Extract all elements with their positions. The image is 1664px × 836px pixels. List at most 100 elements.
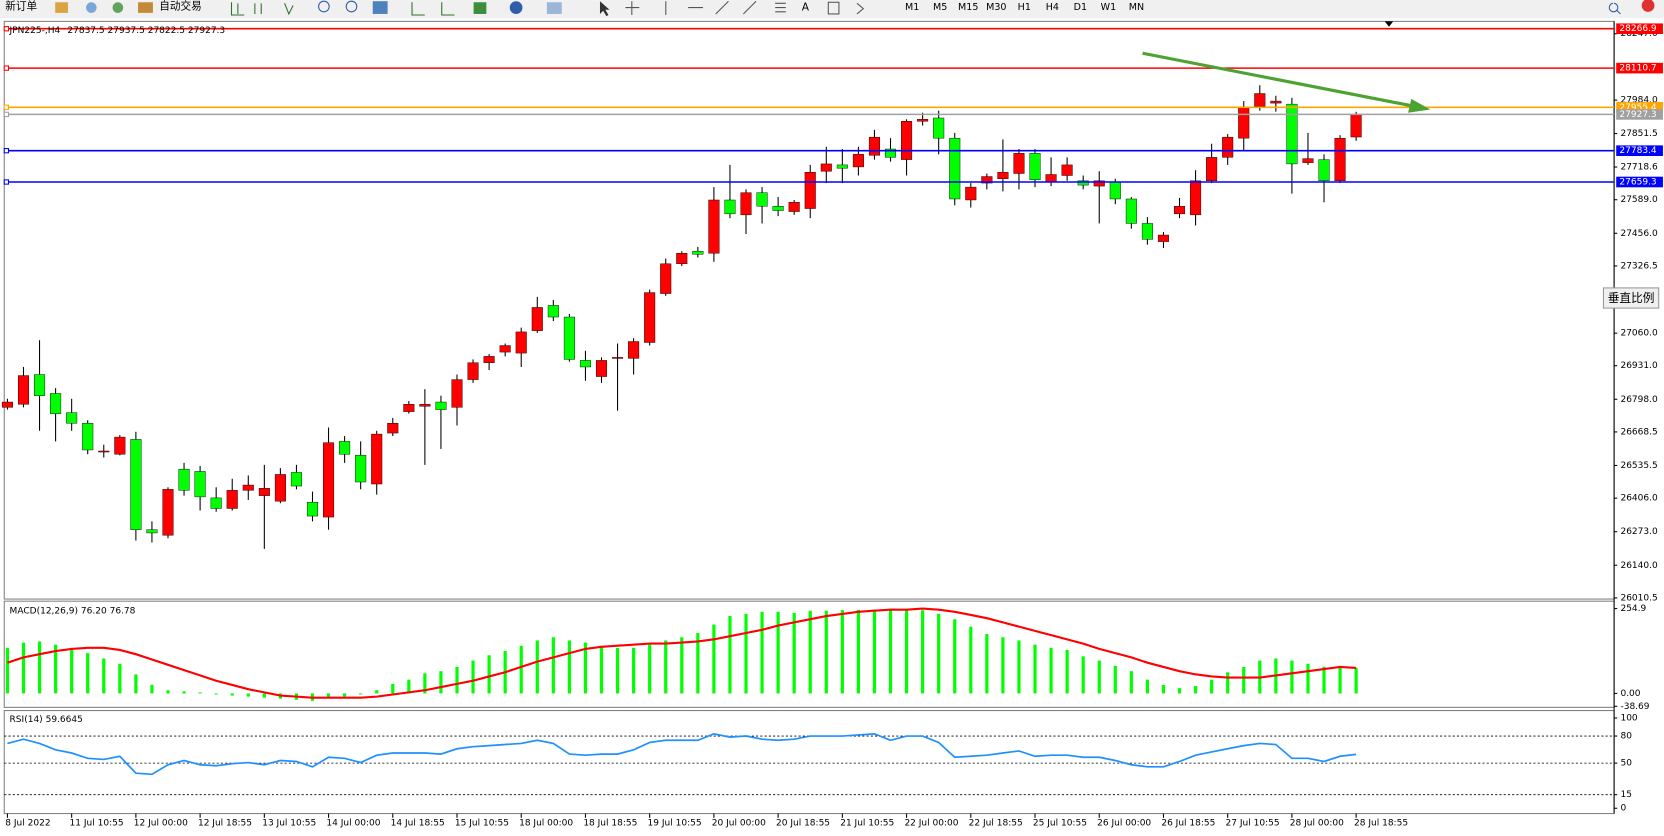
arrow-tool[interactable] [856, 2, 865, 15]
y-tick-label: 26140.0 [1620, 561, 1658, 571]
candle-body [1318, 159, 1330, 182]
y-tick-label: 26273.0 [1620, 527, 1658, 537]
macd-bar [583, 642, 588, 694]
candle-body [788, 202, 800, 212]
timeframe-label[interactable]: W1 [1101, 2, 1117, 13]
macd-bar [1290, 660, 1294, 694]
drawing-tools[interactable] [625, 0, 786, 16]
timeframe-label[interactable]: H4 [1046, 2, 1059, 13]
x-tick-label: 21 Jul 10:55 [840, 819, 894, 829]
vertical-scale-button[interactable] [1602, 287, 1660, 309]
macd-bar [1226, 672, 1230, 694]
text-tool[interactable]: A [802, 1, 810, 14]
candle-body [531, 307, 543, 331]
macd-bar [953, 619, 957, 694]
macd-bar [246, 693, 250, 697]
timeframe-button[interactable] [983, 1, 1010, 17]
candle-body [547, 305, 559, 318]
candle-body [98, 450, 110, 453]
level-price-box [1616, 101, 1663, 113]
x-tick-label: 13 Jul 10:55 [262, 819, 316, 829]
label-tool[interactable] [827, 1, 840, 15]
notification-icon[interactable] [1641, 0, 1655, 12]
search-icon[interactable] [1608, 2, 1621, 15]
macd-bar [985, 634, 989, 694]
macd-bar [535, 640, 539, 694]
y-tick-label: 28247.0 [1620, 29, 1658, 39]
icon[interactable] [55, 2, 68, 13]
macd-bar [519, 645, 523, 694]
new-order-button[interactable]: 新订单 [5, 0, 37, 13]
macd-bar [1001, 637, 1005, 694]
vertical-scale-label[interactable]: 垂直比例 [1608, 291, 1655, 305]
candle-body [901, 121, 913, 160]
x-tick-label: 18 Jul 18:55 [583, 819, 637, 829]
timeframe-label[interactable]: H1 [1018, 2, 1031, 13]
level-price-label: 27659.3 [1619, 177, 1657, 187]
timeframe-button[interactable] [1067, 1, 1094, 17]
candle-body [868, 136, 880, 156]
icon[interactable] [112, 2, 124, 13]
macd-bar [359, 693, 363, 695]
candle-body [1061, 164, 1073, 176]
macd-bar [326, 693, 331, 698]
tile-icon[interactable] [372, 1, 388, 14]
timeframe-button[interactable] [1039, 1, 1066, 17]
auto-trade-button[interactable]: 自动交易 [159, 0, 201, 13]
timeframe-button[interactable] [1123, 1, 1150, 17]
timeframe-label[interactable]: D1 [1074, 2, 1087, 13]
signal-value: 76.78 [110, 606, 136, 616]
scroll-icons[interactable] [411, 2, 455, 16]
level-price-box [1616, 109, 1663, 120]
icon[interactable] [86, 2, 97, 13]
y-tick-label: 27326.5 [1620, 261, 1657, 271]
x-tick-label: 19 Jul 10:55 [648, 819, 702, 829]
chart-type-icons[interactable] [230, 2, 294, 16]
x-tick-label: 22 Jul 00:00 [904, 819, 958, 829]
timeframe-button[interactable] [927, 1, 953, 17]
ohlc-close: 27927.3 [188, 25, 226, 35]
indicator-icon[interactable] [473, 2, 487, 14]
candle-body [917, 119, 929, 122]
macd-bar [615, 647, 620, 694]
candle-body [17, 375, 30, 405]
y-tick-label: 27851.5 [1620, 129, 1657, 139]
x-tick-label: 26 Jul 18:55 [1161, 819, 1215, 829]
level-handle [3, 148, 10, 154]
macd-bar [166, 690, 170, 694]
candle-body [146, 529, 158, 534]
icon[interactable] [138, 2, 153, 13]
candle-body [435, 401, 447, 410]
macd-bar [70, 647, 74, 694]
timeframe-label[interactable]: M5 [933, 2, 947, 13]
level-handle [3, 111, 10, 118]
timeframe-label[interactable]: MN [1129, 2, 1144, 13]
candle-body [387, 423, 399, 434]
candle-body [50, 393, 62, 414]
zoom-out[interactable] [345, 0, 358, 13]
macd-value: 76.20 [81, 606, 107, 616]
timeframe-button[interactable] [1011, 1, 1038, 17]
candle-body [451, 379, 463, 408]
template-icon[interactable] [546, 2, 562, 14]
timeframe-button[interactable] [1095, 1, 1122, 17]
macd-title: MACD(12,26,9) [10, 606, 78, 616]
timeframe-label[interactable]: M15 [958, 2, 978, 13]
zoom-in[interactable] [318, 0, 330, 13]
cursor-icon[interactable] [599, 1, 610, 17]
timeframe-button[interactable] [899, 1, 925, 17]
timeframe-button[interactable] [955, 1, 981, 17]
candle-body [1157, 234, 1169, 242]
x-tick-label: 28 Jul 18:55 [1354, 819, 1408, 829]
macd-bar [680, 637, 684, 694]
candle-body [612, 357, 624, 359]
macd-bar [937, 613, 941, 694]
timeframe-label[interactable]: M30 [986, 2, 1006, 13]
y-tick-label: 15 [1620, 790, 1631, 800]
macd-bar [1113, 665, 1117, 694]
x-tick-label: 15 Jul 10:55 [455, 819, 509, 829]
timeframe-label[interactable]: M1 [905, 2, 919, 13]
symbol: JPN225-,H4 [9, 25, 61, 35]
period-icon[interactable] [509, 1, 523, 14]
